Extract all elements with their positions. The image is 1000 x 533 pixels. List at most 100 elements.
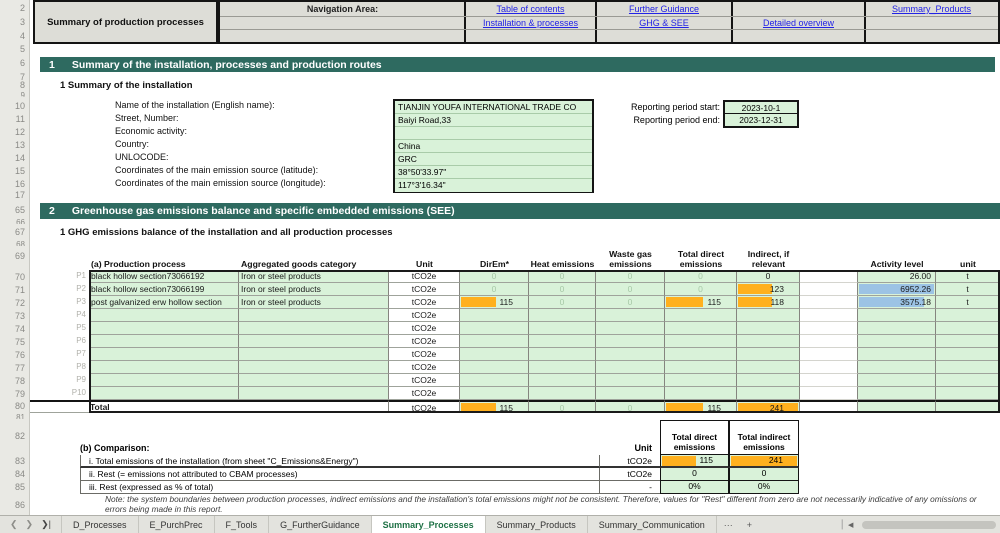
horizontal-scrollbar-thumb[interactable] [862,521,996,529]
unit-cell[interactable]: tCO2e [389,283,460,296]
value-cell[interactable] [858,309,936,322]
reporting-period-start-cell[interactable]: 2023-10-1 [725,102,797,114]
value-cell[interactable] [596,361,665,374]
link-further-guidance[interactable]: Further Guidance [628,4,700,14]
goods-category-cell[interactable] [239,348,389,361]
row-number[interactable]: 66 [16,218,25,224]
reporting-period-end-cell[interactable]: 2023-12-31 [725,114,797,126]
field-value-cell[interactable]: Baiyi Road,33 [395,114,592,127]
value-cell[interactable] [596,387,665,400]
unit-cell[interactable]: tCO2e [389,361,460,374]
activity-unit-cell[interactable] [936,322,1000,335]
value-cell[interactable] [460,348,529,361]
activity-unit-cell[interactable] [936,387,1000,400]
production-process-cell[interactable] [89,374,239,387]
spacer-cell[interactable] [800,361,858,374]
tab-scroll-left-icon[interactable]: ❮ [10,519,18,529]
value-cell[interactable] [529,335,596,348]
row-number[interactable]: 83 [14,456,25,466]
value-cell[interactable]: 0 [596,283,665,296]
value-cell[interactable] [460,322,529,335]
value-cell[interactable]: 0 [529,296,596,309]
unit-cell[interactable]: tCO2e [389,270,460,283]
value-cell[interactable] [737,387,800,400]
row-number[interactable]: 5 [19,44,25,54]
row-number[interactable]: 15 [14,166,25,176]
value-cell[interactable]: 0 [460,283,529,296]
row-number[interactable]: 77 [14,363,25,373]
field-value-cell[interactable]: 38°50'33.97" [395,166,592,179]
value-cell[interactable] [460,387,529,400]
row-number[interactable]: 7 [19,72,25,82]
production-process-cell[interactable] [89,361,239,374]
production-process-cell[interactable]: post galvanized erw hollow section [89,296,239,309]
add-sheet-button[interactable]: + [746,519,753,530]
row-number[interactable]: 6 [19,58,25,68]
value-cell[interactable] [529,348,596,361]
row-number[interactable]: 71 [14,285,25,295]
sheet-tab-summary-communication[interactable]: Summary_Communication [588,516,717,533]
activity-unit-cell[interactable]: t [936,270,1000,283]
value-cell[interactable]: 115 [665,400,737,413]
goods-category-cell[interactable] [239,309,389,322]
row-number[interactable]: 17 [14,190,25,200]
row-number[interactable]: 80 [14,401,25,411]
value-cell[interactable]: 0 [596,270,665,283]
value-cell[interactable] [665,335,737,348]
production-process-cell[interactable] [89,322,239,335]
link-ghg-see[interactable]: GHG & SEE [639,17,689,28]
row-number[interactable]: 3 [19,17,25,27]
value-cell[interactable] [858,335,936,348]
value-cell[interactable] [665,387,737,400]
activity-unit-cell[interactable] [936,348,1000,361]
sheet-tab-e-purchprec[interactable]: E_PurchPrec [139,516,215,533]
value-cell[interactable] [858,387,936,400]
spacer-cell[interactable] [800,400,858,413]
sheet-tab-d-processes[interactable]: D_Processes [60,516,139,533]
value-cell[interactable]: 0 [737,270,800,283]
spacer-cell[interactable] [800,322,858,335]
production-process-cell[interactable] [89,335,239,348]
unit-cell[interactable]: tCO2e [389,322,460,335]
row-number[interactable]: 2 [19,3,25,13]
value-cell[interactable] [596,309,665,322]
value-cell[interactable] [737,348,800,361]
row-number[interactable]: 85 [14,482,25,492]
value-cell[interactable] [460,335,529,348]
value-cell[interactable] [596,374,665,387]
goods-category-cell[interactable] [239,361,389,374]
row-number[interactable]: 86 [14,500,25,510]
goods-category-cell[interactable] [239,335,389,348]
row-number[interactable]: 81 [16,413,25,419]
production-process-cell[interactable] [89,309,239,322]
value-cell[interactable] [737,322,800,335]
link-installation-processes[interactable]: Installation & processes [482,17,579,28]
comparison-direct-cell[interactable]: 115 [660,455,729,468]
value-cell[interactable]: 115 [665,296,737,309]
value-cell[interactable] [737,361,800,374]
row-number[interactable]: 70 [14,272,25,282]
value-cell[interactable]: 0 [529,400,596,413]
spacer-cell[interactable] [800,387,858,400]
production-process-cell[interactable] [89,387,239,400]
unit-cell[interactable]: tCO2e [389,400,460,413]
spacer-cell[interactable] [800,374,858,387]
value-cell[interactable] [858,361,936,374]
spacer-cell[interactable] [800,283,858,296]
goods-category-cell[interactable]: Iron or steel products [239,283,389,296]
value-cell[interactable] [460,374,529,387]
unit-cell[interactable]: tCO2e [389,335,460,348]
row-number[interactable]: 11 [15,114,25,124]
value-cell[interactable]: 0 [665,270,737,283]
field-value-cell[interactable]: GRC [395,153,592,166]
value-cell[interactable] [858,322,936,335]
value-cell[interactable]: 241 [737,400,800,413]
tab-scroll-right-icon[interactable]: ❯ [25,519,34,529]
unit-cell[interactable]: tCO2e [389,348,460,361]
row-number[interactable]: 79 [14,389,25,399]
tab-scroll-last-icon[interactable]: ❯| [41,519,51,529]
value-cell[interactable] [665,348,737,361]
value-cell[interactable]: 3575.18 [858,296,936,309]
tab-overflow-icon[interactable]: ··· [723,519,733,530]
value-cell[interactable] [858,348,936,361]
